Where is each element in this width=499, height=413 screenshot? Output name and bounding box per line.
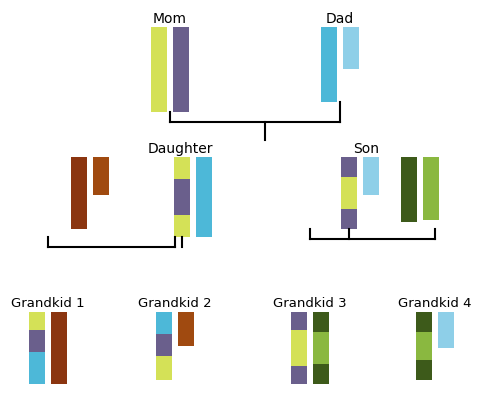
Text: Grandkid 1: Grandkid 1 [11,296,85,309]
Bar [51,312,67,384]
Text: Mom: Mom [153,12,187,26]
Text: Daughter: Daughter [147,142,213,156]
Bar [416,312,432,332]
Bar [341,209,357,230]
Text: Grandkid 2: Grandkid 2 [138,296,212,309]
Text: Grandkid 4: Grandkid 4 [398,296,472,309]
Bar [313,364,329,384]
Text: Grandkid 3: Grandkid 3 [273,296,347,309]
Bar [438,312,454,348]
Bar [173,28,189,113]
Text: Son: Son [353,142,379,156]
Bar [174,158,190,180]
Bar [196,158,212,237]
Bar [291,330,307,366]
Bar [291,312,307,330]
Bar [156,334,172,356]
Bar [341,178,357,209]
Bar [416,360,432,380]
Bar [174,180,190,216]
Bar [416,332,432,360]
Bar [151,28,167,113]
Bar [363,158,379,195]
Bar [313,332,329,364]
Text: Dad: Dad [326,12,354,26]
Bar [71,158,87,230]
Bar [423,158,439,221]
Bar [321,28,337,103]
Bar [29,312,45,330]
Bar [401,158,417,223]
Bar [156,312,172,334]
Bar [291,366,307,384]
Bar [313,312,329,332]
Bar [178,312,194,346]
Bar [341,158,357,178]
Bar [174,216,190,237]
Bar [343,28,359,70]
Bar [29,330,45,352]
Bar [156,356,172,380]
Bar [93,158,109,195]
Bar [29,352,45,384]
